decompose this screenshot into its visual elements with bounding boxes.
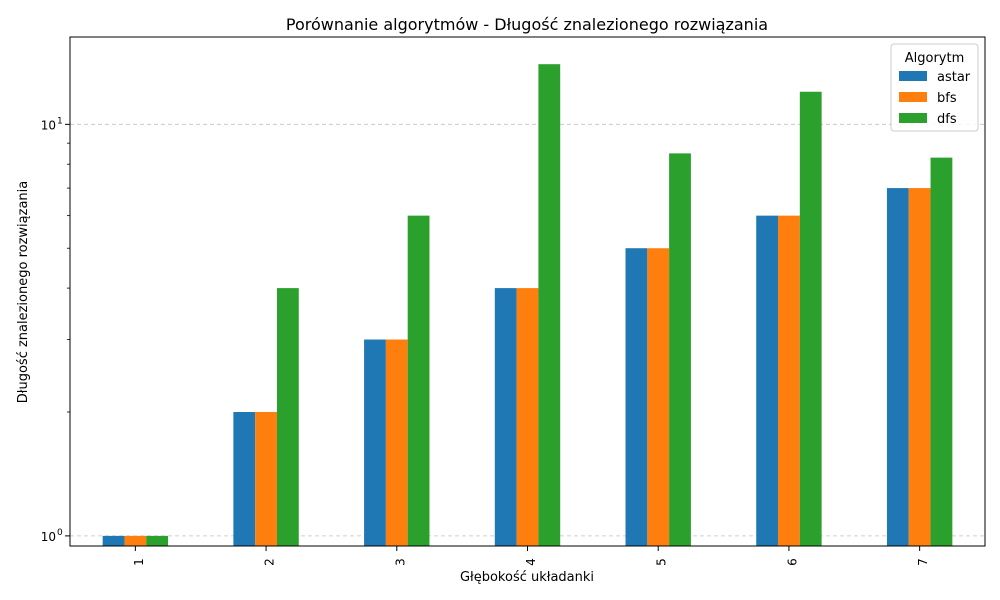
x-tick-label: 2 (263, 558, 277, 566)
legend: Algorytm astar bfs dfs (890, 43, 979, 132)
x-tick-label: 7 (916, 558, 930, 566)
bar-bfs-1 (124, 535, 147, 546)
y-tick-exponent: 1 (57, 116, 63, 126)
legend-label-dfs: dfs (937, 112, 957, 127)
bar-dfs-2 (276, 288, 299, 546)
x-tick-label: 5 (655, 558, 669, 566)
x-tick-label: 4 (524, 558, 538, 566)
legend-title: Algorytm (905, 51, 965, 66)
bar-astar-1 (102, 535, 125, 546)
legend-swatch-bfs (899, 92, 927, 102)
x-axis-label: Głębokość układanki (460, 570, 594, 585)
bar-astar-4 (494, 288, 517, 546)
bar-bfs-5 (647, 248, 670, 546)
bar-astar-5 (625, 248, 648, 546)
bar-dfs-7 (930, 157, 953, 547)
bars (102, 64, 953, 547)
bar-dfs-6 (799, 91, 822, 547)
y-tick-label: 10 (41, 118, 56, 132)
bar-bfs-2 (255, 411, 277, 546)
y-tick-label: 10 (41, 530, 56, 544)
bar-astar-2 (233, 411, 256, 546)
bar-astar-3 (364, 339, 386, 546)
bar-astar-7 (886, 188, 909, 546)
bar-astar-6 (756, 215, 779, 547)
legend-swatch-astar (899, 71, 927, 81)
x-tick-label: 3 (393, 558, 407, 566)
bar-bfs-4 (516, 288, 539, 546)
bar-dfs-4 (538, 64, 561, 547)
bar-dfs-3 (407, 215, 430, 547)
legend-label-astar: astar (937, 70, 971, 85)
bar-dfs-5 (669, 153, 691, 546)
bar-dfs-1 (146, 535, 169, 546)
y-tick-exponent: 0 (57, 528, 63, 538)
chart-title: Porównanie algorytmów - Długość znalezio… (286, 15, 768, 34)
x-tick-label: 1 (132, 558, 146, 566)
x-tick-label: 6 (785, 558, 799, 566)
bar-bfs-7 (908, 188, 931, 546)
bar-bfs-6 (778, 215, 800, 547)
legend-box (890, 43, 979, 132)
y-axis-label: Długość znalezionego rozwiązania (16, 181, 31, 403)
bar-bfs-3 (385, 339, 408, 546)
x-axis: 1 2 3 4 5 6 7 (132, 546, 930, 566)
legend-swatch-dfs (899, 113, 927, 123)
legend-label-bfs: bfs (937, 91, 957, 106)
